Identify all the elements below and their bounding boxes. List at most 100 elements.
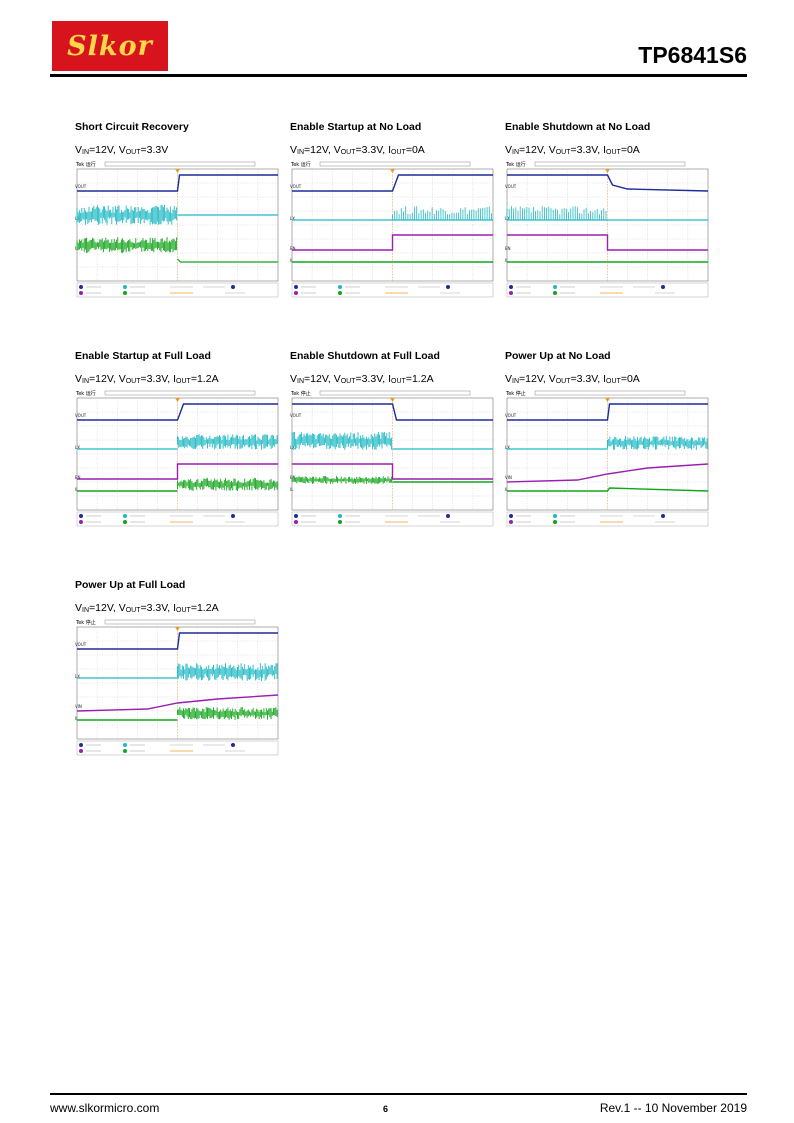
figure-conditions: VIN=12V, VOUT=3.3V, IOUT=0A <box>505 373 640 385</box>
trace-lx-band <box>177 434 278 450</box>
iout-value: 0A <box>626 144 640 156</box>
figure-3: Enable Shutdown at No Load VIN=12V, VOUT=… <box>505 121 710 301</box>
trace-vout <box>77 403 278 421</box>
channel-label: LX <box>290 445 295 450</box>
trace-il <box>507 487 709 492</box>
vout-value: 3.3V <box>146 373 168 385</box>
figure-4: Enable Startup at Full Load VIN=12V, VOUT… <box>75 350 280 530</box>
trigger-marker <box>605 398 610 402</box>
channel-label: LX <box>505 445 510 450</box>
trace-vout <box>77 632 278 650</box>
trace-lx-spikes <box>506 206 607 220</box>
slkor-logo: Slkor <box>52 21 168 71</box>
trace-lx-band <box>177 663 278 681</box>
trace-vout <box>292 174 493 192</box>
trace-vout <box>77 174 278 192</box>
vin-value: 12V <box>95 602 113 614</box>
figure-conditions: VIN=12V, VOUT=3.3V, IOUT=0A <box>505 144 640 156</box>
channel-label: LX <box>505 216 510 221</box>
vin-value: 12V <box>310 144 328 156</box>
footer-page-number: 6 <box>383 1104 389 1114</box>
vout-value: 3.3V <box>146 602 168 614</box>
channel-label: VOUT <box>290 413 302 418</box>
scope-capture: Tek 运行 VOUT LX EN IL <box>290 159 495 301</box>
scope-capture: Tek 运行 VOUT LX EN IL <box>75 388 280 530</box>
footer-revision: Rev.1 -- 10 November 2019 <box>599 1101 747 1115</box>
iout-value: 0A <box>626 373 640 385</box>
trace-il-band <box>177 707 278 720</box>
channel-label: LX <box>75 674 80 679</box>
trace-il <box>76 237 178 253</box>
scope-readout <box>76 740 279 756</box>
vin-value: 12V <box>310 373 328 385</box>
scope-capture: Tek 停止 VOUT LX VIN IL <box>505 388 710 530</box>
vout-value: 3.3V <box>146 144 169 156</box>
figure-title: Short Circuit Recovery <box>75 121 189 133</box>
scope-capture: Tek 停止 VOUT LX VIN IL <box>75 617 280 759</box>
trigger-marker <box>175 627 180 631</box>
vin-value: 12V <box>95 373 113 385</box>
trace-en <box>292 463 493 480</box>
figure-title: Power Up at No Load <box>505 350 611 362</box>
scope-readout <box>506 282 709 298</box>
figure-title: Enable Startup at Full Load <box>75 350 211 362</box>
iout-value: 0A <box>411 144 425 156</box>
vout-value: 3.3V <box>361 144 383 156</box>
channel-label: EN <box>75 475 81 480</box>
iout-value: 1.2A <box>411 373 434 385</box>
figure-title: Enable Startup at No Load <box>290 121 422 133</box>
channel-label: IL <box>290 487 294 492</box>
scope-capture: Tek 运行 VOUT LX EN IL <box>505 159 710 301</box>
trace-vin <box>76 694 279 712</box>
trace-en <box>292 234 493 251</box>
trace-vout <box>507 403 708 421</box>
figure-5: Enable Shutdown at Full Load VIN=12V, VOU… <box>290 350 495 530</box>
vout-value: 3.3V <box>576 144 598 156</box>
vin-value: 12V <box>525 373 543 385</box>
trace-il-band <box>291 476 393 484</box>
channel-label: LX <box>290 216 295 221</box>
trace-il-band <box>177 478 278 491</box>
channel-label: VOUT <box>290 184 302 189</box>
figure-conditions: VIN=12V, VOUT=3.3V, IOUT=1.2A <box>75 373 219 385</box>
scope-readout <box>76 511 279 527</box>
channel-label: IL <box>75 487 79 492</box>
channel-label: VOUT <box>505 184 517 189</box>
scope-status: Tek 停止 <box>505 390 526 397</box>
vout-value: 3.3V <box>576 373 598 385</box>
trace-en <box>77 463 278 480</box>
scope-status: Tek 停止 <box>290 390 311 397</box>
figure-2: Enable Startup at No Load VIN=12V, VOUT=3… <box>290 121 495 301</box>
footer-rule <box>50 1093 747 1095</box>
trigger-marker <box>175 169 180 173</box>
figure-6: Power Up at No Load VIN=12V, VOUT=3.3V, I… <box>505 350 710 530</box>
iout-value: 1.2A <box>196 602 219 614</box>
channel-label: VOUT <box>75 184 87 189</box>
trigger-marker <box>390 398 395 402</box>
trace-lx-band <box>291 432 393 450</box>
scope-status: Tek 运行 <box>290 161 311 168</box>
channel-label: IL <box>75 716 79 721</box>
channel-label: LX <box>75 445 80 450</box>
figure-conditions: VIN=12V, VOUT=3.3V, IOUT=0A <box>290 144 425 156</box>
part-number: TP6841S6 <box>638 42 747 68</box>
trace-vout <box>507 174 709 192</box>
channel-label: VIN <box>75 704 82 709</box>
trigger-marker <box>605 169 610 173</box>
channel-label: IL <box>290 258 294 263</box>
figure-title: Power Up at Full Load <box>75 579 186 591</box>
channel-label: EN <box>505 246 511 251</box>
channel-label: IL <box>505 487 509 492</box>
scope-readout <box>506 511 709 527</box>
figure-conditions: VIN=12V, VOUT=3.3V, IOUT=1.2A <box>290 373 434 385</box>
trace-lx-band <box>607 436 708 450</box>
channel-label: VOUT <box>505 413 517 418</box>
footer-website[interactable]: www.slkormicro.com <box>50 1101 160 1115</box>
trace-vin <box>506 463 709 483</box>
header-rule <box>50 74 747 77</box>
figure-1: Short Circuit Recovery VIN=12V, VOUT=3.3V… <box>75 121 280 301</box>
iout-value: 1.2A <box>196 373 219 385</box>
trace-lx <box>76 205 178 225</box>
